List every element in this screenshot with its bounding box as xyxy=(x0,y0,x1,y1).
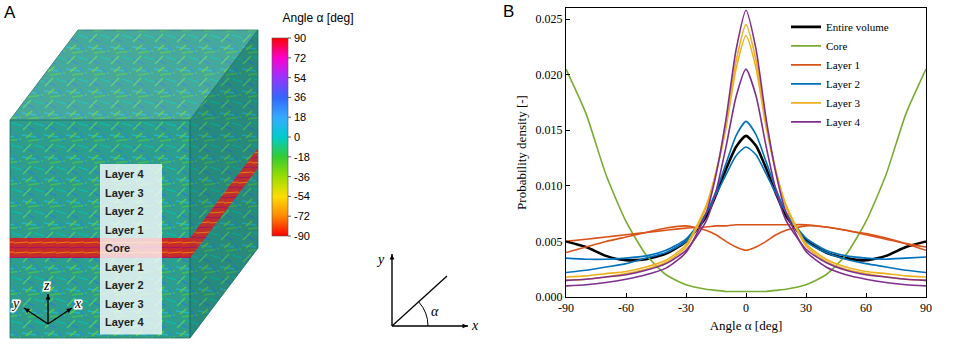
svg-text:Layer 2: Layer 2 xyxy=(826,78,860,90)
svg-text:60: 60 xyxy=(860,301,872,315)
svg-text:-54: -54 xyxy=(294,190,310,202)
svg-text:0.020: 0.020 xyxy=(536,68,563,82)
svg-text:Core: Core xyxy=(826,40,848,52)
svg-text:54: 54 xyxy=(294,72,306,84)
svg-text:Angle α [deg]: Angle α [deg] xyxy=(283,11,354,25)
svg-text:Layer 4: Layer 4 xyxy=(826,116,860,128)
svg-text:Layer 2: Layer 2 xyxy=(105,205,144,217)
svg-text:Probability density [-]: Probability density [-] xyxy=(514,95,529,210)
svg-text:0: 0 xyxy=(294,131,300,143)
svg-text:0.000: 0.000 xyxy=(536,290,563,304)
svg-text:Layer 3: Layer 3 xyxy=(826,97,860,109)
svg-text:-36: -36 xyxy=(294,171,310,183)
svg-text:Entire volume: Entire volume xyxy=(826,21,889,33)
svg-text:Layer 4: Layer 4 xyxy=(105,316,144,328)
svg-text:Layer 1: Layer 1 xyxy=(826,59,860,71)
svg-text:x: x xyxy=(471,318,479,333)
svg-text:0.025: 0.025 xyxy=(536,12,563,26)
svg-text:-60: -60 xyxy=(618,301,634,315)
svg-text:0.010: 0.010 xyxy=(536,179,563,193)
svg-text:Layer 1: Layer 1 xyxy=(105,224,144,236)
svg-text:Layer 3: Layer 3 xyxy=(105,187,144,199)
svg-text:90: 90 xyxy=(920,301,932,315)
svg-text:Core: Core xyxy=(105,242,130,254)
svg-text:Layer 4: Layer 4 xyxy=(105,168,144,180)
svg-text:y: y xyxy=(11,296,20,311)
svg-text:-72: -72 xyxy=(294,210,310,222)
svg-text:Angle α [deg]: Angle α [deg] xyxy=(710,318,783,333)
svg-text:-30: -30 xyxy=(678,301,694,315)
svg-text:-18: -18 xyxy=(294,151,310,163)
svg-text:0.015: 0.015 xyxy=(536,123,563,137)
svg-text:90: 90 xyxy=(294,32,306,44)
svg-text:0: 0 xyxy=(743,301,749,315)
svg-text:72: 72 xyxy=(294,52,306,64)
svg-text:y: y xyxy=(376,252,385,267)
svg-text:z: z xyxy=(43,278,50,293)
svg-text:Layer 1: Layer 1 xyxy=(105,261,144,273)
svg-text:α: α xyxy=(431,304,439,319)
svg-text:A: A xyxy=(4,3,16,22)
svg-text:18: 18 xyxy=(294,111,306,123)
svg-text:Layer 2: Layer 2 xyxy=(105,279,144,291)
svg-text:Layer 3: Layer 3 xyxy=(105,298,144,310)
svg-text:-90: -90 xyxy=(294,230,310,242)
svg-text:x: x xyxy=(74,296,82,311)
svg-text:0.005: 0.005 xyxy=(536,235,563,249)
html-text:B: B xyxy=(503,2,515,21)
svg-text:30: 30 xyxy=(800,301,812,315)
svg-text:-90: -90 xyxy=(558,301,574,315)
svg-text:36: 36 xyxy=(294,91,306,103)
